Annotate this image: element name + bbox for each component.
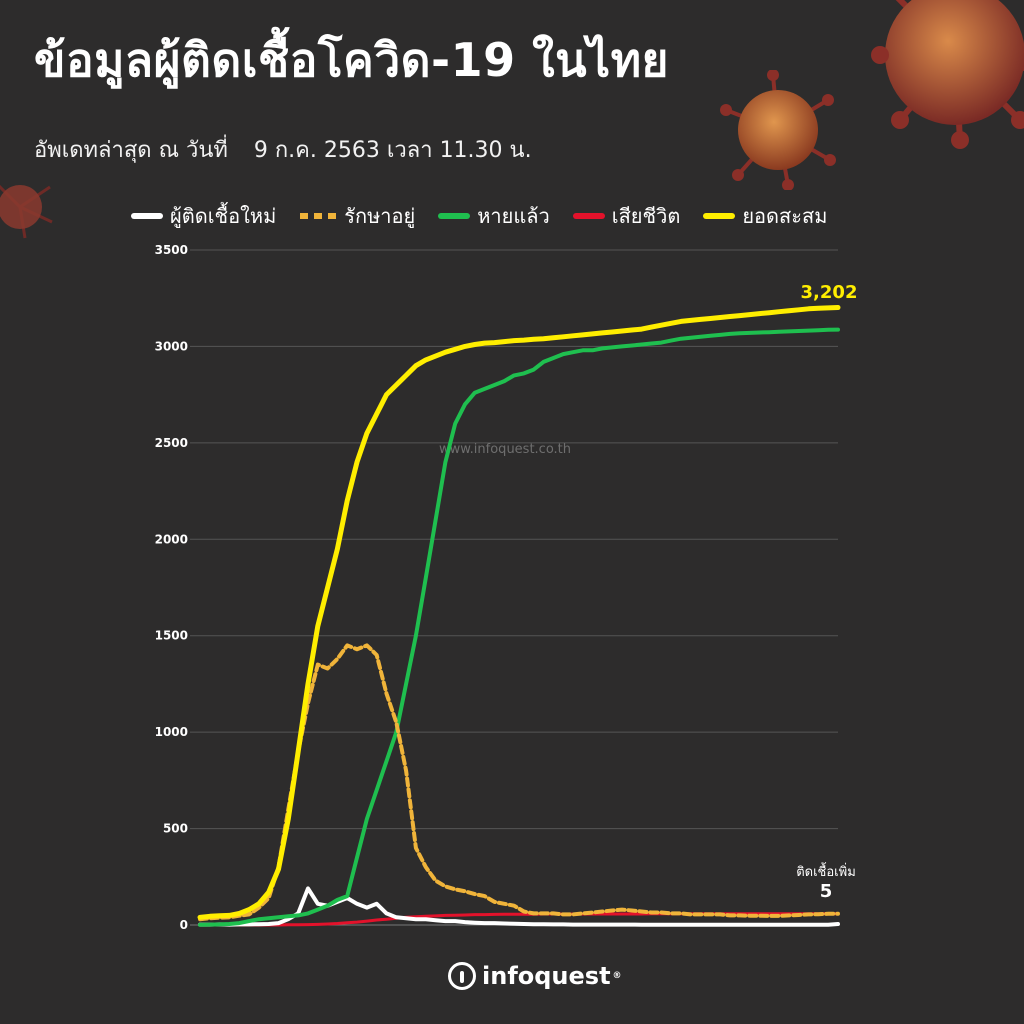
update-info: อัพเดทล่าสุด ณ วันที่ 9 ก.ค. 2563 เวลา 11… (34, 132, 532, 167)
chart-series (197, 305, 841, 927)
virus-illustration-large (871, 0, 1024, 149)
brand-logo: infoquest ® (448, 962, 622, 990)
update-date: 9 ก.ค. 2563 เวลา 11.30 น. (253, 138, 532, 163)
legend-item-new: ผู้ติดเชื้อใหม่ (130, 200, 276, 232)
legend-item-treating: รักษาอยู่ (298, 200, 415, 232)
legend-item-deaths: เสียชีวิต (572, 200, 681, 232)
y-tick-label: 0 (180, 918, 188, 932)
legend-item-cumulative: ยอดสะสม (702, 200, 827, 232)
legend-label-new: ผู้ติดเชื้อใหม่ (170, 204, 277, 228)
new-cases-label: ติดเชื้อเพิ่ม (796, 862, 856, 880)
legend-item-recovered: หายแล้ว (437, 200, 550, 232)
update-label: อัพเดทล่าสุด ณ วันที่ (34, 138, 228, 163)
legend-swatch-new (131, 213, 163, 219)
legend-label-cumulative: ยอดสะสม (742, 204, 828, 228)
legend-label-treating: รักษาอยู่ (344, 204, 416, 228)
y-tick-label: 3000 (155, 339, 188, 353)
y-tick-label: 3500 (155, 243, 188, 257)
chart-legend: ผู้ติดเชื้อใหม่ รักษาอยู่ หายแล้ว เสียชี… (130, 200, 849, 232)
legend-swatch-cumulative (703, 213, 736, 219)
page-title: ข้อมูลผู้ติดเชื้อโควิด-19 ในไทย (34, 33, 669, 87)
legend-swatch-deaths (572, 213, 605, 219)
brand-registered-mark: ® (612, 971, 622, 981)
series-line-cumulative (197, 305, 841, 920)
cumulative-value-label: 3,202 (801, 282, 858, 303)
y-tick-label: 1000 (155, 725, 188, 739)
y-tick-label: 500 (163, 822, 188, 836)
legend-label-deaths: เสียชีวิต (611, 204, 681, 228)
y-tick-label: 2500 (155, 436, 188, 450)
chart-gridlines: 0 500 1000 1500 2000 2500 3000 3500 (155, 243, 838, 932)
legend-label-recovered: หายแล้ว (477, 204, 550, 228)
chart-watermark: www.infoquest.co.th (439, 442, 571, 457)
y-tick-label: 1500 (155, 629, 188, 643)
series-line-new (198, 886, 840, 927)
virus-illustration-medium (720, 70, 836, 190)
y-tick-label: 2000 (155, 532, 188, 546)
legend-swatch-recovered (438, 213, 471, 219)
series-line-recovered (198, 327, 840, 927)
legend-swatch-treating (300, 213, 337, 219)
virus-illustration-small (0, 184, 53, 239)
infoquest-logo-icon (448, 962, 476, 990)
new-cases-value: 5 (820, 881, 833, 902)
brand-name: infoquest (482, 962, 611, 990)
